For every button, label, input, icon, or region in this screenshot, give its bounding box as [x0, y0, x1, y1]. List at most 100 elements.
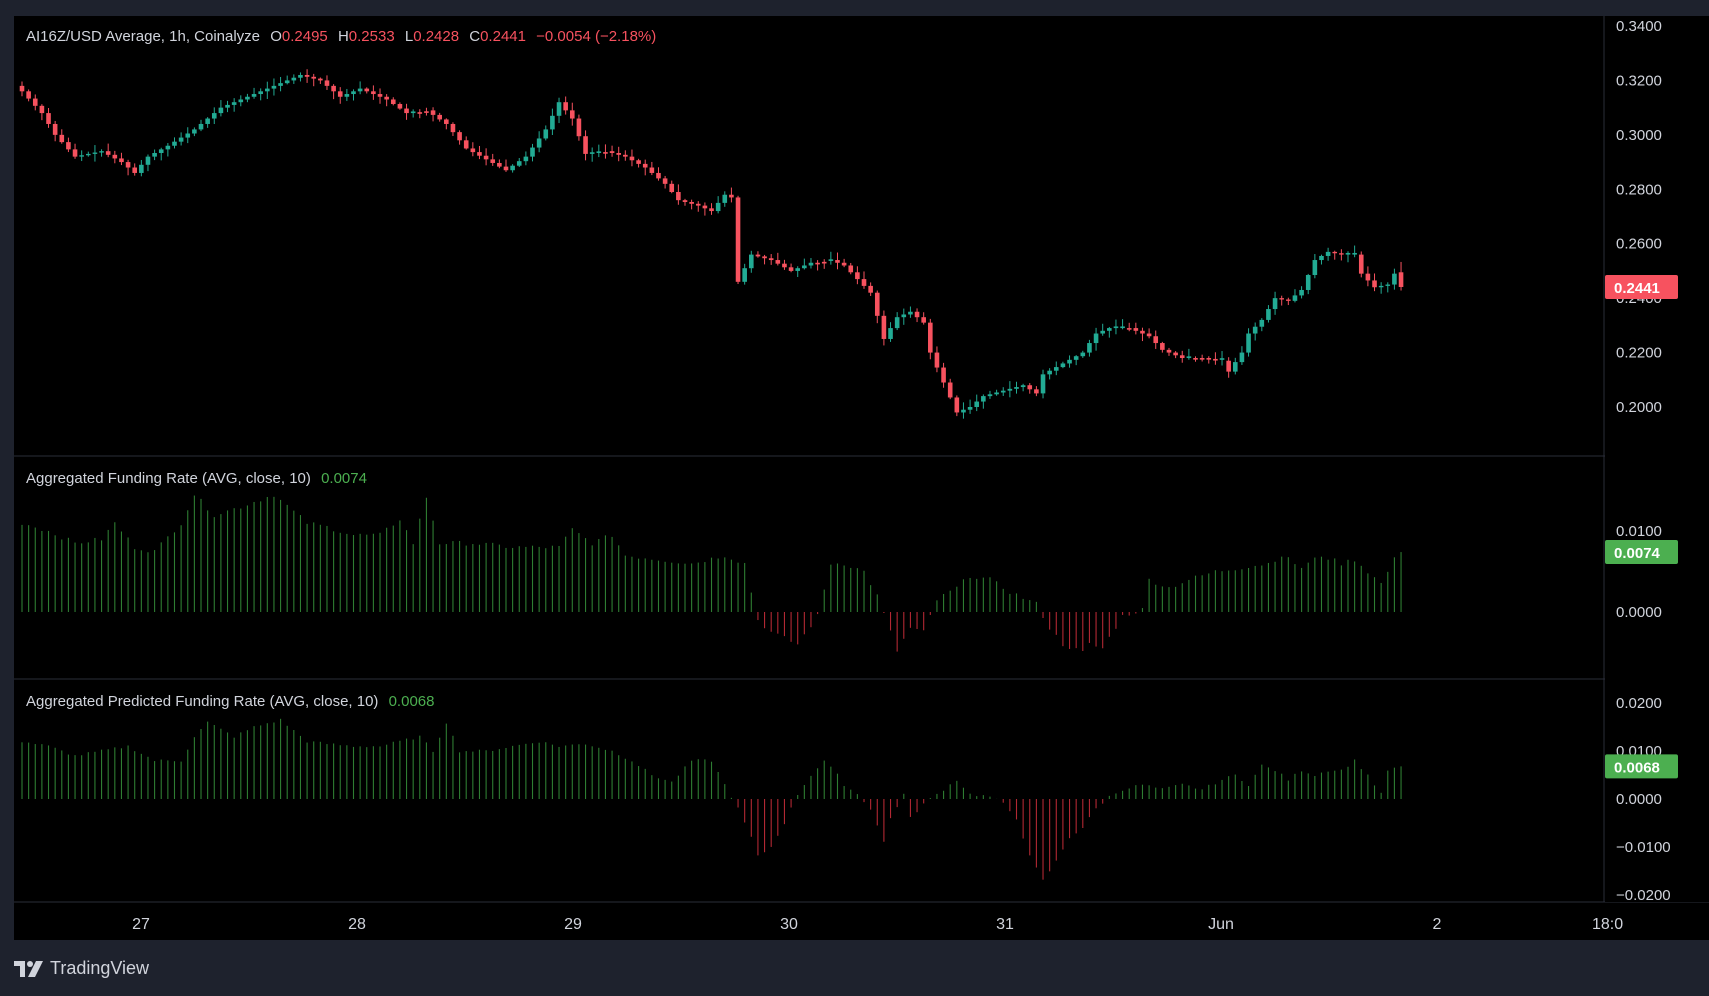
- close-value: 0.2441: [480, 28, 526, 45]
- tradingview-logo[interactable]: TradingView: [14, 958, 149, 979]
- candle-body: [477, 152, 482, 156]
- time-axis-label: 2: [1433, 916, 1442, 933]
- candle-body: [105, 151, 111, 155]
- candle-body: [788, 267, 794, 271]
- candle-body: [410, 111, 416, 114]
- candle-body: [841, 262, 847, 266]
- candle-body: [1199, 358, 1205, 360]
- candle-body: [178, 137, 184, 142]
- candle-body: [762, 256, 767, 259]
- candle-body: [497, 162, 502, 167]
- candle-body: [92, 152, 98, 154]
- candle-body: [768, 258, 774, 261]
- candle-body: [1060, 363, 1066, 368]
- candle-body: [1067, 359, 1072, 364]
- candle-body: [490, 159, 496, 163]
- main-legend: AI16Z/USD Average, 1h, Coinalyze O0.2495…: [26, 28, 662, 45]
- candle-body: [901, 314, 907, 318]
- last-price-badge-bg: [1605, 274, 1678, 299]
- predicted-tick-label: 0.0200: [1616, 695, 1662, 712]
- candle-body: [623, 154, 628, 157]
- candle-body: [66, 142, 71, 150]
- candle-body: [874, 292, 880, 316]
- candle-body: [1186, 356, 1192, 359]
- time-axis-label: 30: [780, 916, 798, 933]
- candle-body: [304, 74, 310, 77]
- candle-body: [636, 160, 641, 164]
- candle-body: [1053, 367, 1059, 371]
- candle-body: [1047, 370, 1052, 375]
- candle-body: [424, 111, 429, 113]
- candle-body: [1107, 328, 1112, 331]
- low-label: L: [404, 28, 414, 45]
- candle-body: [377, 94, 383, 97]
- candle-body: [1219, 358, 1225, 360]
- candle-body: [1319, 255, 1324, 261]
- candle-body: [371, 91, 376, 95]
- candle-body: [52, 123, 58, 135]
- candle-body: [981, 396, 986, 402]
- candle-body: [530, 147, 535, 157]
- candle-body: [278, 83, 283, 86]
- candle-body: [265, 88, 270, 92]
- candle-body: [742, 268, 747, 282]
- candle-body: [954, 397, 960, 413]
- candle-body: [1120, 326, 1125, 329]
- candle-body: [390, 99, 396, 105]
- candle-body: [1080, 352, 1086, 357]
- candle-body: [669, 183, 675, 193]
- candle-body: [444, 119, 449, 124]
- candle-body: [1027, 385, 1033, 390]
- candle-body: [1160, 343, 1165, 350]
- candle-body: [689, 201, 694, 204]
- candle-body: [868, 285, 873, 293]
- candle-body: [152, 153, 157, 157]
- candle-body: [1345, 252, 1351, 255]
- candle-body: [609, 151, 615, 153]
- candle-body: [337, 91, 343, 97]
- candle-body: [26, 91, 31, 99]
- symbol-title[interactable]: AI16Z/USD Average, 1h, Coinalyze: [26, 28, 261, 45]
- predicted-legend: Aggregated Predicted Funding Rate (AVG, …: [26, 693, 440, 710]
- candle-body: [569, 110, 575, 119]
- candle-body: [311, 76, 317, 79]
- candle-body: [908, 311, 913, 315]
- tradingview-wordmark: TradingView: [50, 958, 150, 978]
- change-value: −0.0054 (−2.18%): [536, 28, 657, 45]
- candle-body: [125, 162, 131, 168]
- candle-body: [1213, 358, 1218, 361]
- candle-body: [888, 328, 893, 339]
- candle-body: [941, 367, 946, 383]
- funding-title[interactable]: Aggregated Funding Rate (AVG, close, 10): [26, 470, 311, 487]
- candle-body: [450, 123, 456, 133]
- candle-body: [749, 254, 754, 269]
- candle-body: [1259, 319, 1265, 327]
- candle-body: [1292, 295, 1298, 301]
- candle-body: [79, 155, 84, 157]
- chart-area[interactable]: [14, 16, 1709, 940]
- candle-body: [145, 156, 151, 165]
- predicted-title[interactable]: Aggregated Predicted Funding Rate (AVG, …: [26, 693, 379, 710]
- candle-body: [205, 118, 210, 124]
- tradingview-logo-icon: [14, 960, 43, 977]
- candle-body: [729, 194, 734, 198]
- candle-body: [231, 102, 237, 105]
- candle-body: [185, 133, 191, 138]
- open-label: O: [270, 28, 282, 45]
- candle-body: [994, 392, 999, 395]
- candle-body: [1239, 352, 1245, 363]
- candle-body: [172, 141, 177, 146]
- candle-body: [331, 85, 336, 92]
- candle-body: [139, 164, 144, 173]
- axes-layer: 0.3400 0.3200 0.3000 0.2800 0.2600 0.2200 0.20…: [132, 18, 1678, 933]
- candle-body: [271, 85, 277, 89]
- candle-body: [72, 149, 78, 157]
- price-axis-bg[interactable]: [1605, 16, 1709, 902]
- candle-body: [722, 194, 728, 203]
- candle-body: [583, 136, 588, 154]
- candle-body: [1332, 251, 1338, 254]
- candle-body: [782, 263, 787, 268]
- candle-body: [563, 102, 568, 111]
- candle-body: [1232, 362, 1238, 372]
